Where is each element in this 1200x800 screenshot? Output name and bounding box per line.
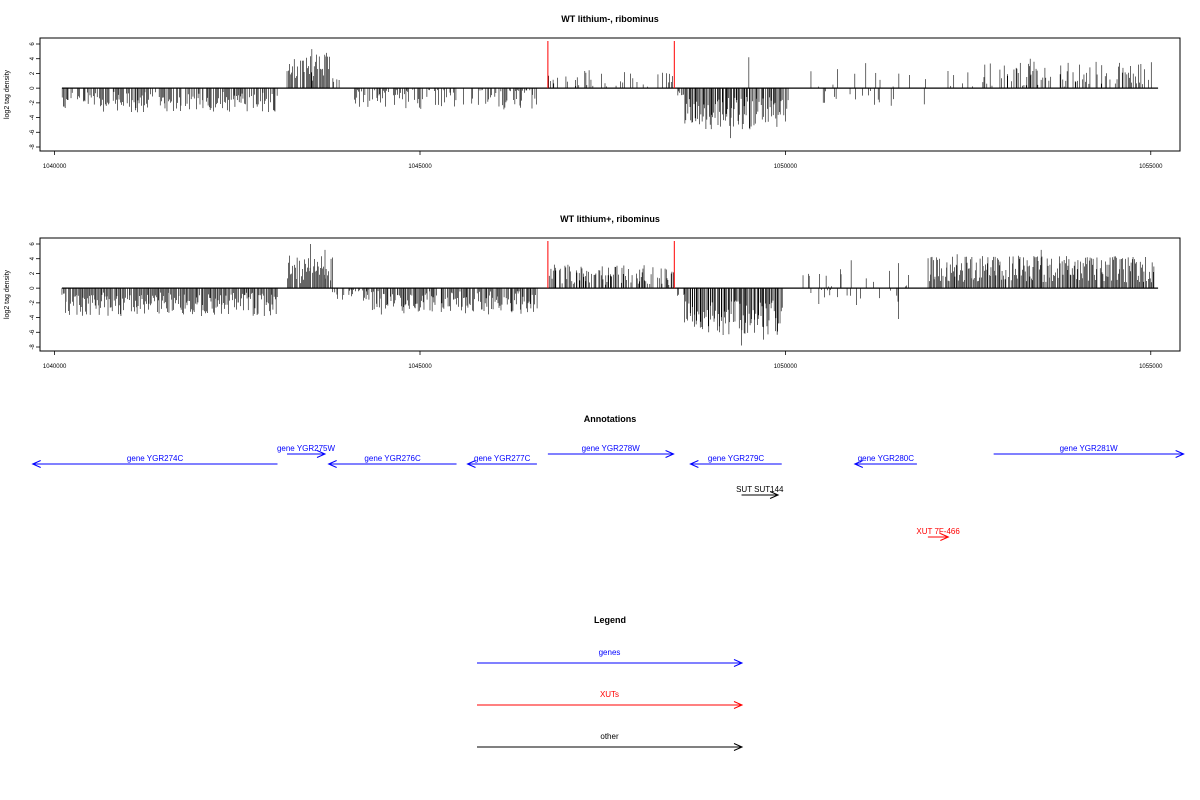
y-tick-label: 2 bbox=[30, 271, 36, 275]
annotation-label: gene YGR275W bbox=[277, 444, 336, 453]
y-tick-label: 0 bbox=[30, 86, 36, 90]
y-axis: -8 -6 -4 -2 0 2 4 6 bbox=[30, 242, 40, 350]
y-tick-label: -4 bbox=[30, 114, 36, 120]
legend-label: other bbox=[600, 732, 619, 741]
annotation-genes: gene YGR276C bbox=[327, 454, 457, 468]
y-tick-label: 6 bbox=[30, 42, 36, 46]
y-tick-label: 2 bbox=[30, 71, 36, 75]
legend-item: other bbox=[477, 732, 744, 751]
y-tick-label: -6 bbox=[30, 129, 36, 135]
annotation-label: XUT 7F-466 bbox=[916, 527, 960, 536]
y-axis: -8 -6 -4 -2 0 2 4 6 bbox=[30, 42, 40, 150]
annotation-genes: gene YGR279C bbox=[689, 454, 782, 468]
bars bbox=[61, 49, 1152, 139]
chart-title: WT lithium-, ribominus bbox=[561, 14, 659, 24]
annotation-label: gene YGR274C bbox=[127, 454, 184, 463]
annotation-genes: gene YGR277C bbox=[466, 454, 537, 468]
arrow-head-icon bbox=[1175, 450, 1185, 458]
arrow-head-icon bbox=[769, 491, 780, 499]
track-panel-lithium-plus: WT lithium+, ribominus -8 -6 -4 -2 0 2 4 6 log2 t… bbox=[4, 214, 1181, 370]
legend-title: Legend bbox=[594, 615, 626, 625]
x-tick-label: 1040000 bbox=[43, 164, 67, 170]
chart-title: WT lithium+, ribominus bbox=[560, 214, 660, 224]
legend-panel: Legend genes XUTs other bbox=[477, 615, 744, 751]
annotation-label: SUT SUT144 bbox=[736, 485, 784, 494]
arrow-head-icon bbox=[327, 460, 337, 468]
annotation-genes: gene YGR281W bbox=[993, 444, 1185, 458]
x-axis: 1040000 1045000 1050000 1055000 bbox=[43, 151, 1163, 170]
annotations-panel: Annotations gene YGR274C gene YGR275W gene … bbox=[31, 414, 1185, 541]
arrow-head-icon bbox=[733, 659, 744, 667]
arrow-head-icon bbox=[940, 533, 950, 541]
y-tick-label: -4 bbox=[30, 314, 36, 320]
annotations-title: Annotations bbox=[584, 414, 637, 424]
arrow-head-icon bbox=[853, 460, 864, 468]
y-tick-label: 4 bbox=[30, 56, 36, 60]
track-panel-lithium-minus: WT lithium-, ribominus -8 -6 -4 -2 0 2 4 6 log2 t… bbox=[4, 14, 1181, 170]
plot-frame bbox=[39, 37, 1181, 152]
annotation-XUTs: XUT 7F-466 bbox=[916, 527, 960, 541]
y-tick-label: 4 bbox=[30, 256, 36, 260]
x-tick-label: 1050000 bbox=[774, 364, 798, 370]
arrow-head-icon bbox=[316, 450, 327, 458]
annotation-label: gene YGR277C bbox=[474, 454, 531, 463]
y-tick-label: -6 bbox=[30, 329, 36, 335]
annotation-other: SUT SUT144 bbox=[736, 485, 784, 499]
annotation-label: gene YGR276C bbox=[364, 454, 421, 463]
y-tick-label: -8 bbox=[30, 144, 36, 150]
arrow-head-icon bbox=[733, 743, 744, 751]
annotation-label: gene YGR278W bbox=[582, 444, 641, 453]
arrow-head-icon bbox=[689, 460, 699, 468]
arrow-head-icon bbox=[31, 460, 41, 468]
x-tick-label: 1040000 bbox=[43, 364, 67, 370]
annotation-label: gene YGR280C bbox=[858, 454, 915, 463]
y-tick-label: -2 bbox=[30, 300, 36, 306]
annotation-genes: gene YGR274C bbox=[31, 454, 278, 468]
bars bbox=[61, 244, 1155, 346]
y-axis-label: log2 tag density bbox=[4, 269, 11, 319]
y-tick-label: 6 bbox=[30, 242, 36, 246]
legend-item: genes bbox=[477, 648, 744, 667]
annotation-genes: gene YGR275W bbox=[277, 444, 336, 458]
x-tick-label: 1055000 bbox=[1139, 164, 1163, 170]
x-axis: 1040000 1045000 1050000 1055000 bbox=[43, 351, 1163, 370]
y-axis-label: log2 tag density bbox=[4, 69, 11, 119]
x-tick-label: 1045000 bbox=[408, 364, 432, 370]
annotation-label: gene YGR281W bbox=[1060, 444, 1119, 453]
arrow-head-icon bbox=[665, 450, 675, 458]
plot-frame bbox=[39, 237, 1181, 352]
y-tick-label: 0 bbox=[30, 286, 36, 290]
annotation-genes: gene YGR278W bbox=[547, 444, 675, 458]
legend-item: XUTs bbox=[477, 690, 744, 709]
annotation-genes: gene YGR280C bbox=[853, 454, 917, 468]
legend-label: XUTs bbox=[600, 690, 619, 699]
y-tick-label: -8 bbox=[30, 344, 36, 350]
y-tick-label: -2 bbox=[30, 100, 36, 106]
x-tick-label: 1045000 bbox=[408, 164, 432, 170]
arrow-head-icon bbox=[466, 460, 476, 468]
annotation-label: gene YGR279C bbox=[708, 454, 765, 463]
legend-label: genes bbox=[599, 648, 621, 657]
arrow-head-icon bbox=[733, 701, 744, 709]
x-tick-label: 1055000 bbox=[1139, 364, 1163, 370]
x-tick-label: 1050000 bbox=[774, 164, 798, 170]
